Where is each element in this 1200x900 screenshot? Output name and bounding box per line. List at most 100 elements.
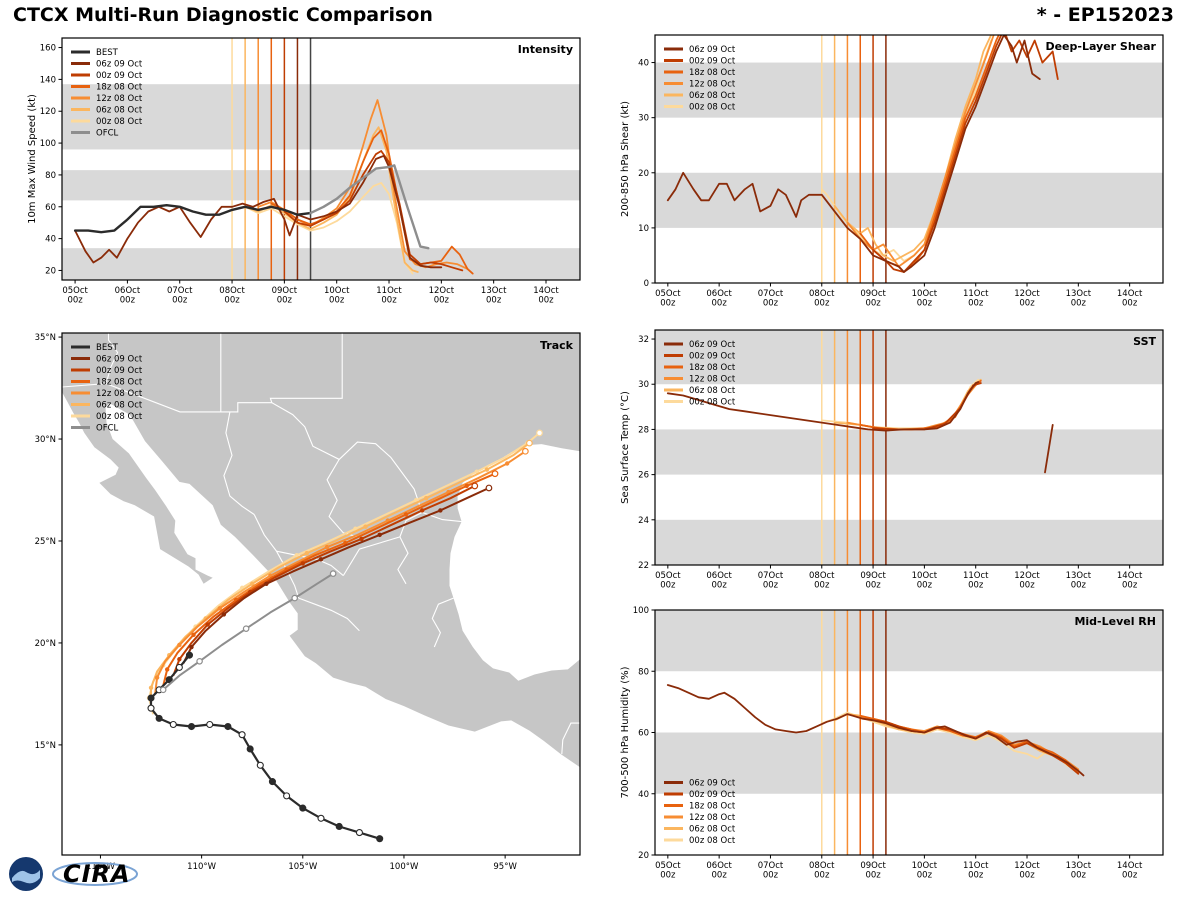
legend-label: 18z 08 Oct — [96, 83, 143, 93]
sst-ylabel: Sea Surface Temp (°C) — [620, 391, 631, 504]
legend-label: 12z 08 Oct — [689, 375, 736, 385]
rh-panel-title: Mid-Level RH — [1074, 615, 1156, 628]
x-tick-label: 07Oct 00z — [758, 571, 784, 591]
y-tick-label: 30 — [638, 114, 649, 124]
page-title: CTCX Multi-Run Diagnostic Comparison — [13, 4, 433, 26]
legend-label: 12z 08 Oct — [689, 813, 736, 823]
noaa-logo — [9, 857, 43, 891]
y-tick-label: 28 — [638, 425, 649, 435]
shaded-band — [62, 84, 580, 150]
series-00z-09-Oct — [283, 150, 464, 272]
x-axis: 115°W 110°W 105°W 100°W 95°W — [86, 855, 517, 872]
intensity-ylabel: 10m Max Wind Speed (kt) — [27, 94, 38, 224]
series-00z-09-Oct — [872, 35, 1059, 273]
legend-label: 12z 08 Oct — [96, 94, 143, 104]
series-06z-08-Oct — [833, 378, 982, 431]
x-tick-label: 08Oct 00z — [809, 289, 835, 309]
lon-tick-label: 115°W — [86, 862, 115, 872]
y-axis: 15°N 20°N 25°N 30°N 35°N — [35, 333, 62, 751]
series-00z-08-Oct — [820, 378, 980, 430]
legend-label: 06z 08 Oct — [96, 401, 143, 411]
lon-tick-label: 95°W — [493, 862, 517, 872]
x-tick-label: 13Oct 00z — [1066, 861, 1092, 881]
x-axis: 05Oct 00z 06Oct 00z 07Oct 00z 08Oct 00z 09Oct 00z… — [655, 283, 1143, 309]
legend-label: 06z 09 Oct — [689, 340, 736, 350]
series-00z-08-Oct — [231, 182, 414, 275]
legend-label: 06z 08 Oct — [96, 106, 143, 116]
x-tick-label: 06Oct 00z — [706, 289, 732, 309]
y-tick-label: 26 — [638, 471, 649, 481]
x-tick-label: 07Oct 00z — [758, 289, 784, 309]
lat-tick-label: 30°N — [35, 435, 56, 445]
track-BEST — [147, 651, 384, 843]
track-06z-09-Oct — [182, 484, 493, 664]
intensity-panel-title: Intensity — [518, 43, 573, 56]
y-tick-label: 140 — [40, 75, 56, 85]
x-tick-label: 11Oct 00z — [376, 286, 402, 306]
intensity-chart: 05Oct 00z 06Oct 00z 07Oct 00z 08Oct 00z 09Oct 00z… — [27, 37, 581, 306]
legend-label: 18z 08 Oct — [689, 68, 736, 78]
y-tick-label: 40 — [45, 235, 56, 245]
legend-label: 00z 08 Oct — [689, 103, 736, 113]
x-tick-label: 09Oct 00z — [860, 289, 886, 309]
y-axis: 22 24 26 28 30 32 — [638, 335, 655, 571]
y-axis: 20 40 60 80 100 — [633, 606, 655, 861]
plot-area — [655, 35, 1163, 283]
shear-chart: 05Oct 00z 06Oct 00z 07Oct 00z 08Oct 00z 09Oct 00z… — [620, 34, 1164, 309]
x-tick-label: 08Oct 00z — [809, 861, 835, 881]
shaded-band — [655, 172, 1163, 228]
x-tick-label: 05Oct 00z — [655, 289, 681, 309]
x-tick-label: 09Oct 00z — [860, 861, 886, 881]
track-panel-title: Track — [540, 339, 574, 352]
y-tick-label: 60 — [638, 729, 649, 739]
x-tick-label: 11Oct 00z — [963, 289, 989, 309]
x-tick-label: 12Oct 00z — [1014, 571, 1040, 591]
y-tick-label: 20 — [45, 266, 56, 276]
plot-frame — [61, 37, 581, 281]
x-tick-label: 11Oct 00z — [963, 861, 989, 881]
shaded-band — [655, 610, 1163, 672]
y-tick-label: 32 — [638, 335, 649, 345]
lat-tick-label: 25°N — [35, 537, 56, 547]
track-12z-08-Oct — [154, 447, 529, 695]
legend-label: 06z 09 Oct — [96, 355, 143, 365]
x-tick-label: 07Oct 00z — [758, 861, 784, 881]
y-tick-label: 80 — [638, 667, 649, 677]
plot-area — [655, 610, 1163, 855]
map-frame — [61, 332, 581, 856]
y-tick-label: 100 — [40, 139, 56, 149]
track-map: 115°W 110°W 105°W 100°W 95°W 15°N 20°N 25°N 30°N… — [35, 332, 581, 872]
legend-label: 00z 08 Oct — [96, 412, 143, 422]
legend-label: 00z 09 Oct — [689, 352, 736, 362]
y-tick-label: 24 — [638, 516, 649, 526]
legend-label: 06z 08 Oct — [689, 386, 736, 396]
x-axis: 05Oct 00z 06Oct 00z 07Oct 00z 08Oct 00z 09Oct 00z… — [655, 565, 1143, 591]
lon-tick-label: 110°W — [187, 862, 216, 872]
x-tick-label: 06Oct 00z — [115, 286, 141, 306]
legend-label: 06z 09 Oct — [689, 45, 736, 55]
plot-area — [62, 38, 580, 280]
x-tick-label: 14Oct 00z — [1117, 861, 1143, 881]
shaded-band — [655, 62, 1163, 118]
cira-logo: CIRA — [52, 860, 138, 888]
legend-label: 00z 08 Oct — [689, 398, 736, 408]
rh-ylabel: 700-500 hPa Humidity (%) — [620, 666, 631, 798]
y-tick-label: 10 — [638, 224, 649, 234]
legend-label: 06z 09 Oct — [96, 60, 143, 70]
y-tick-label: 40 — [638, 59, 649, 69]
sst-chart: 05Oct 00z 06Oct 00z 07Oct 00z 08Oct 00z 09Oct 00z… — [620, 329, 1164, 591]
cira-text: CIRA — [63, 860, 131, 888]
x-tick-label: 11Oct 00z — [963, 571, 989, 591]
y-tick-label: 160 — [40, 44, 56, 54]
series-06z-09-Oct — [666, 35, 1041, 273]
legend-label: OFCL — [96, 129, 119, 139]
series-06z-09-Oct — [666, 381, 1054, 474]
legend-label: 00z 09 Oct — [96, 366, 143, 376]
y-tick-label: 30 — [638, 380, 649, 390]
